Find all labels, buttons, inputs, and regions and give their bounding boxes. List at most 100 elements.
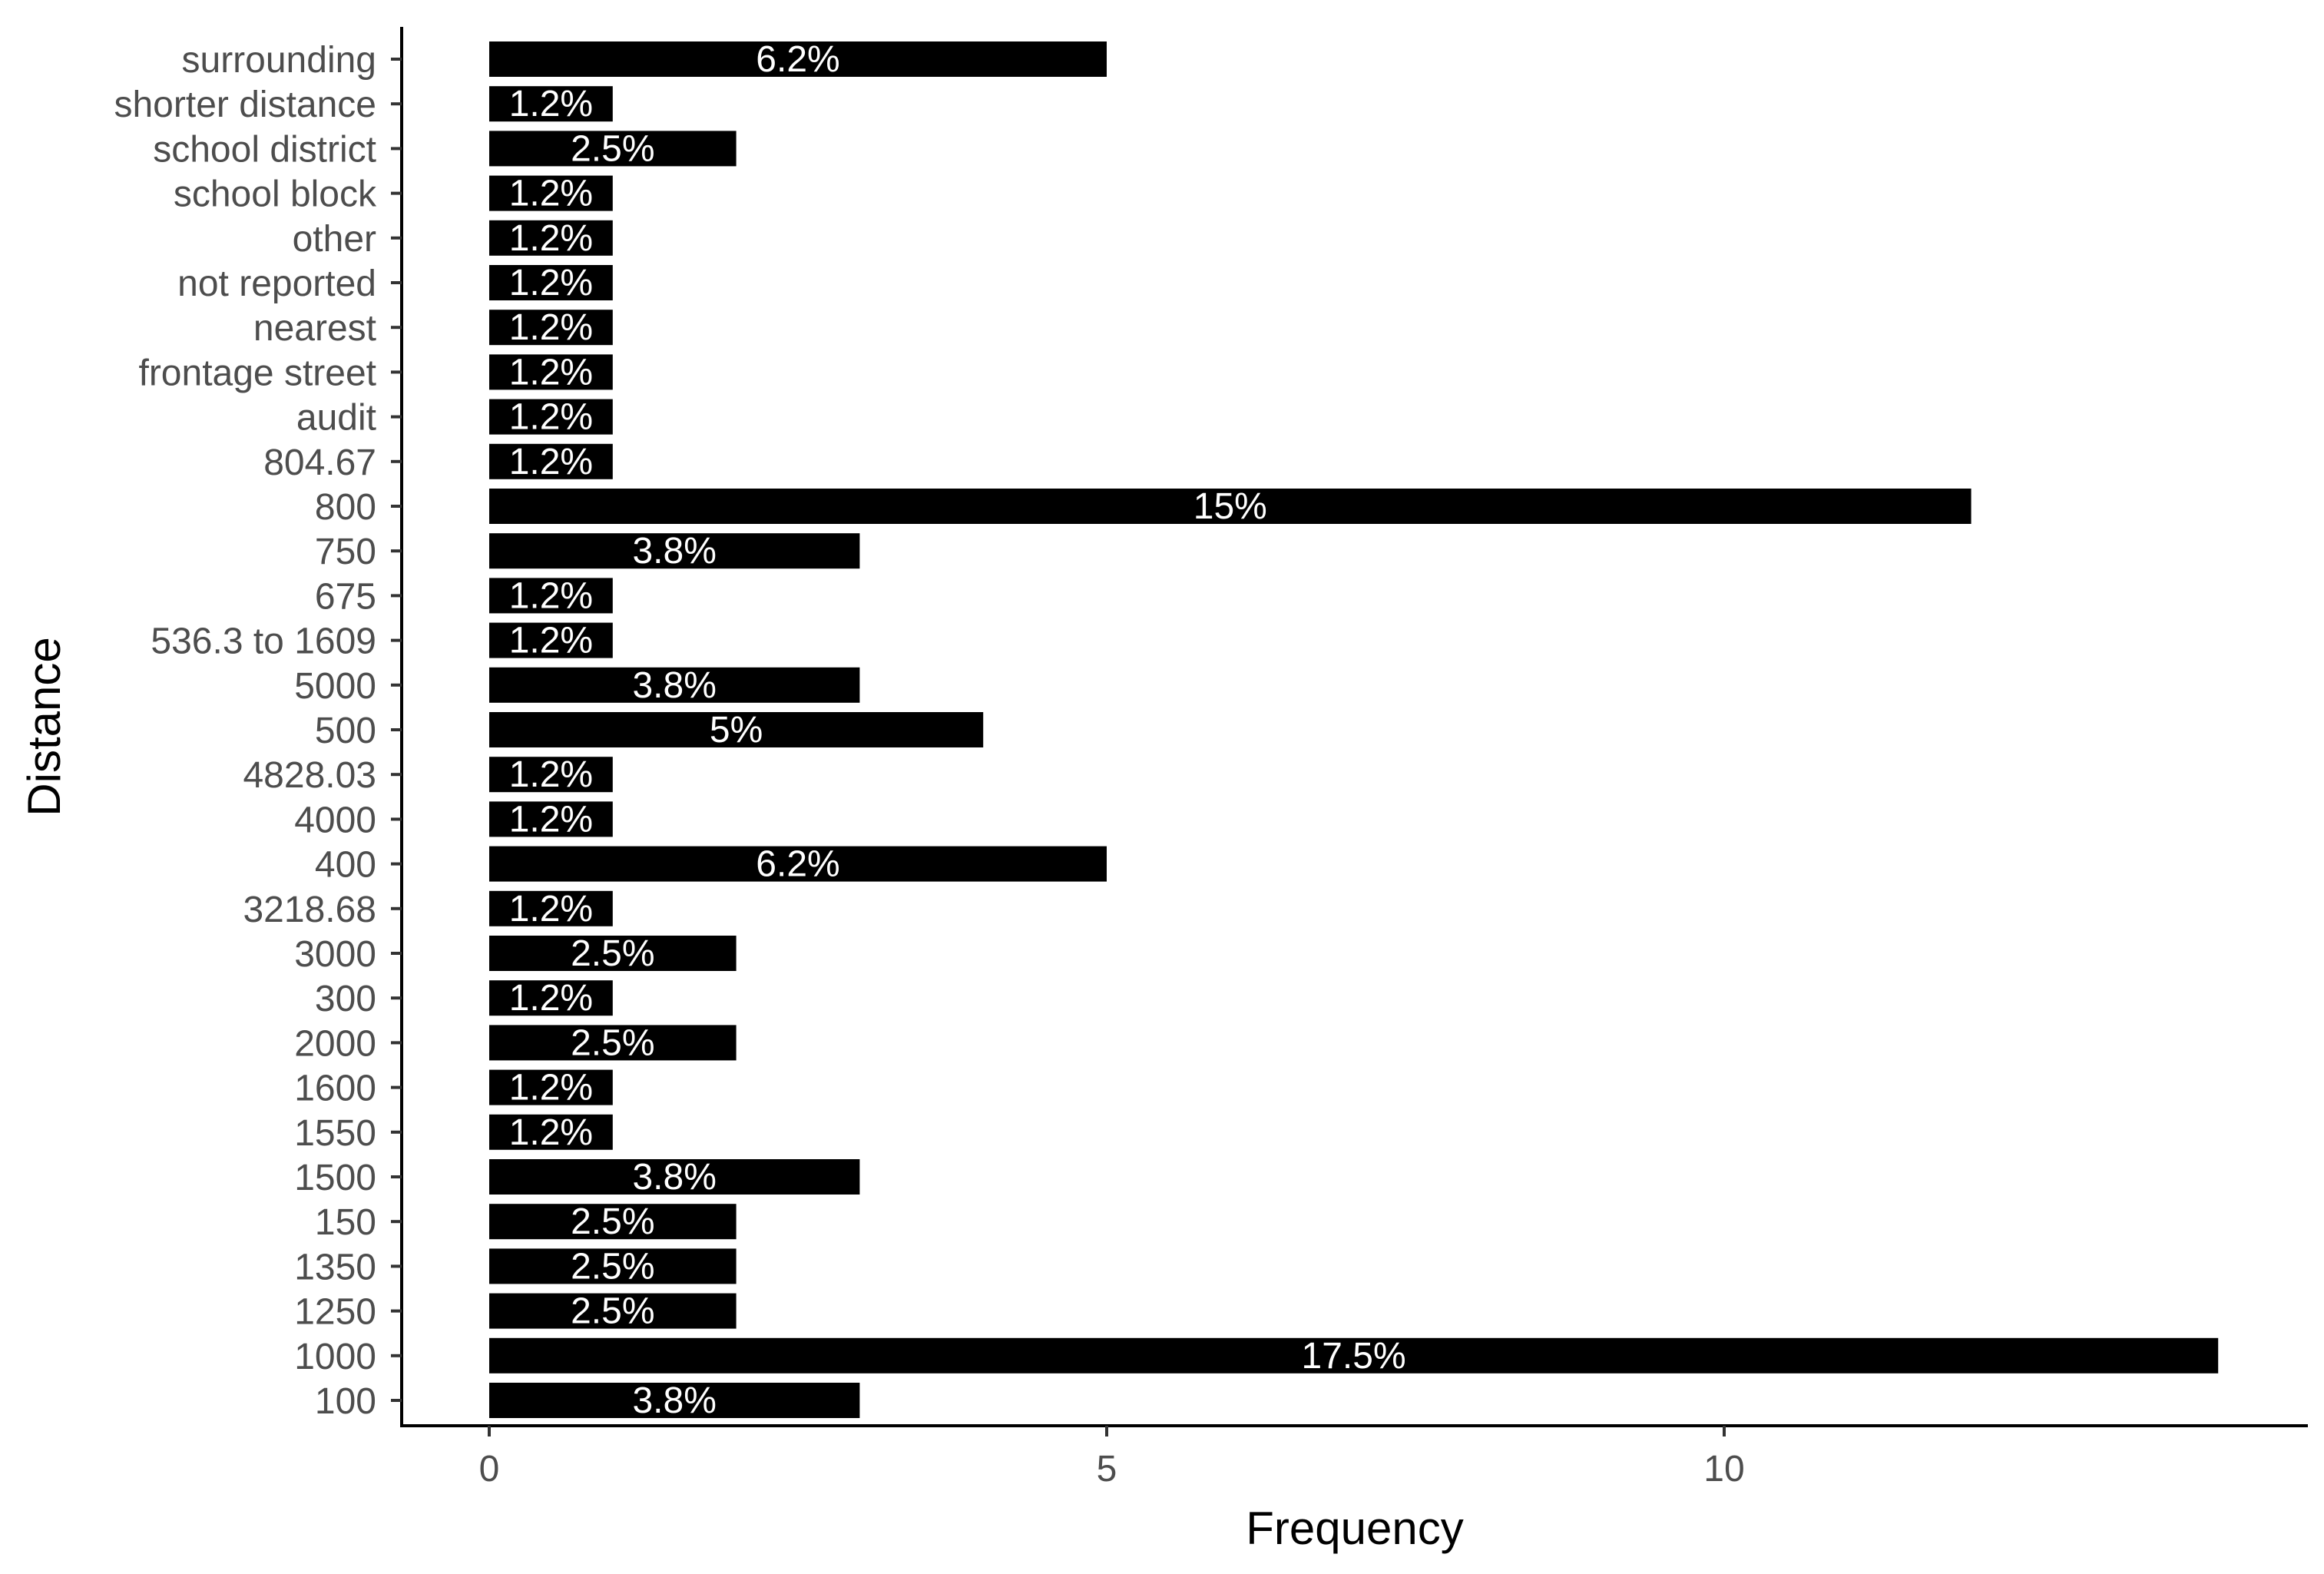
bar	[489, 1114, 613, 1150]
y-tick-label: 150	[315, 1202, 376, 1243]
y-tick-label: 1250	[294, 1292, 376, 1333]
bar-value-label: 2.5%	[571, 1022, 654, 1063]
bar-labels-group: 3.8%17.5%2.5%2.5%2.5%3.8%1.2%1.2%2.5%1.2…	[509, 39, 1406, 1421]
bar-value-label: 1.2%	[509, 889, 593, 929]
bar	[489, 667, 860, 703]
y-tick-label: nearest	[253, 308, 376, 349]
bar-value-label: 6.2%	[756, 844, 839, 885]
y-tick-label: 300	[315, 979, 376, 1019]
bar	[489, 41, 1107, 77]
y-tick-label: 750	[315, 532, 376, 572]
bar	[489, 86, 613, 122]
bar-value-label: 1.2%	[509, 621, 593, 661]
bar-value-label: 1.2%	[509, 442, 593, 482]
bar	[489, 310, 613, 346]
y-tick-label: frontage street	[138, 353, 376, 393]
bar-value-label: 1.2%	[509, 218, 593, 259]
bar	[489, 980, 613, 1016]
bar	[489, 399, 613, 435]
bar	[489, 1069, 613, 1105]
y-tick-label: surrounding	[182, 40, 377, 81]
y-tick-label: 1350	[294, 1247, 376, 1287]
bar	[489, 846, 1107, 882]
y-tick-label: 400	[315, 845, 376, 886]
bar	[489, 1337, 2219, 1374]
bar-value-label: 5%	[710, 710, 763, 751]
bar-value-label: 1.2%	[509, 754, 593, 795]
y-tick-label: school district	[153, 129, 376, 170]
x-tick-label: 0	[479, 1449, 500, 1490]
bar	[489, 443, 613, 479]
bar	[489, 265, 613, 300]
bars-group	[489, 41, 2219, 1418]
x-axis: 0 5 10	[400, 1424, 2308, 1490]
y-axis-title: Distance	[18, 637, 70, 816]
bar-value-label: 2.5%	[571, 1291, 654, 1332]
y-tick-label: 3000	[294, 934, 376, 975]
y-tick-label: 3218.68	[243, 890, 376, 930]
bar	[489, 175, 613, 211]
y-tick-label: 1550	[294, 1113, 376, 1154]
y-tick-label: 1500	[294, 1158, 376, 1198]
y-tick-label: audit	[296, 398, 376, 439]
bar	[489, 354, 613, 390]
bar-value-label: 1.2%	[509, 1068, 593, 1108]
bar-value-label: 3.8%	[632, 665, 716, 706]
bar-value-label: 1.2%	[509, 978, 593, 1019]
bar	[489, 1248, 737, 1284]
bar-value-label: 1.2%	[509, 352, 593, 393]
y-tick-label: 536.3 to 1609	[151, 621, 376, 662]
bar-value-label: 1.2%	[509, 799, 593, 840]
bar-value-label: 6.2%	[756, 39, 839, 80]
bar	[489, 578, 613, 614]
bar-value-label: 1.2%	[509, 84, 593, 124]
y-tick-label: 1600	[294, 1069, 376, 1109]
y-tick-label: 2000	[294, 1023, 376, 1064]
bar	[489, 757, 613, 793]
bar-value-label: 2.5%	[571, 1246, 654, 1287]
y-tick-label: 5000	[294, 666, 376, 707]
bar-value-label: 1.2%	[509, 307, 593, 348]
y-tick-label: 804.67	[263, 442, 376, 483]
bar	[489, 801, 613, 837]
x-axis-title: Frequency	[1246, 1503, 1463, 1554]
bar	[489, 1025, 737, 1061]
bar-value-label: 17.5%	[1302, 1336, 1406, 1377]
bar-value-label: 1.2%	[509, 575, 593, 616]
bar	[489, 220, 613, 256]
y-tick-label: 500	[315, 711, 376, 751]
y-tick-label: shorter distance	[114, 84, 376, 125]
y-tick-label: 1000	[294, 1337, 376, 1377]
bar	[489, 890, 613, 926]
bar	[489, 131, 737, 167]
bar-value-label: 3.8%	[632, 1157, 716, 1198]
bar-value-label: 1.2%	[509, 397, 593, 438]
y-tick-label: 4000	[294, 800, 376, 840]
bar	[489, 1383, 860, 1418]
bar	[489, 1293, 737, 1329]
y-tick-label: 675	[315, 576, 376, 617]
bar-value-label: 1.2%	[509, 1112, 593, 1153]
y-tick-label: 800	[315, 487, 376, 528]
bar	[489, 1159, 860, 1195]
bar-value-label: 2.5%	[571, 1201, 654, 1242]
bar-value-label: 1.2%	[509, 174, 593, 214]
bar	[489, 712, 984, 747]
bar	[489, 936, 737, 971]
bar-value-label: 3.8%	[632, 531, 716, 572]
x-tick-label: 5	[1097, 1449, 1117, 1490]
bar-value-label: 1.2%	[509, 263, 593, 303]
y-tick-label: 4828.03	[243, 755, 376, 796]
bar-value-label: 2.5%	[571, 933, 654, 974]
bar-value-label: 15%	[1193, 486, 1267, 527]
y-tick-label: 100	[315, 1381, 376, 1422]
bar	[489, 489, 1971, 524]
bar	[489, 622, 613, 658]
bar	[489, 1204, 737, 1240]
bar-value-label: 2.5%	[571, 128, 654, 169]
y-tick-label: other	[293, 219, 376, 260]
x-tick-label: 10	[1703, 1449, 1744, 1490]
y-tick-label: school block	[174, 174, 377, 215]
